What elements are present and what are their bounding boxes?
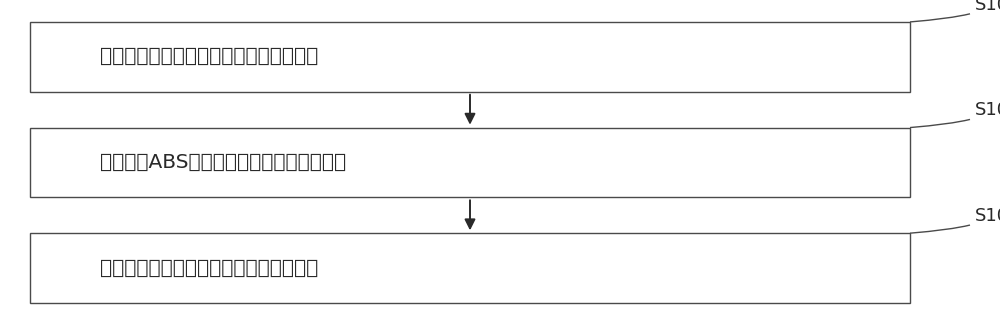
Bar (30, 22, 910, 92)
Text: S103: S103 (975, 207, 1000, 225)
Text: 通过内插的方法使两个观测数据时间同步: 通过内插的方法使两个观测数据时间同步 (100, 47, 318, 66)
Bar (30, 233, 910, 303)
Text: S102: S102 (975, 101, 1000, 119)
Text: S101: S101 (975, 0, 1000, 14)
Bar (30, 127, 910, 197)
Text: 通过方位和距离信息得到目标的位置矢量: 通过方位和距离信息得到目标的位置矢量 (100, 259, 318, 278)
Text: 在三角形ABS中利用几何法计算目标的距离: 在三角形ABS中利用几何法计算目标的距离 (100, 153, 346, 172)
